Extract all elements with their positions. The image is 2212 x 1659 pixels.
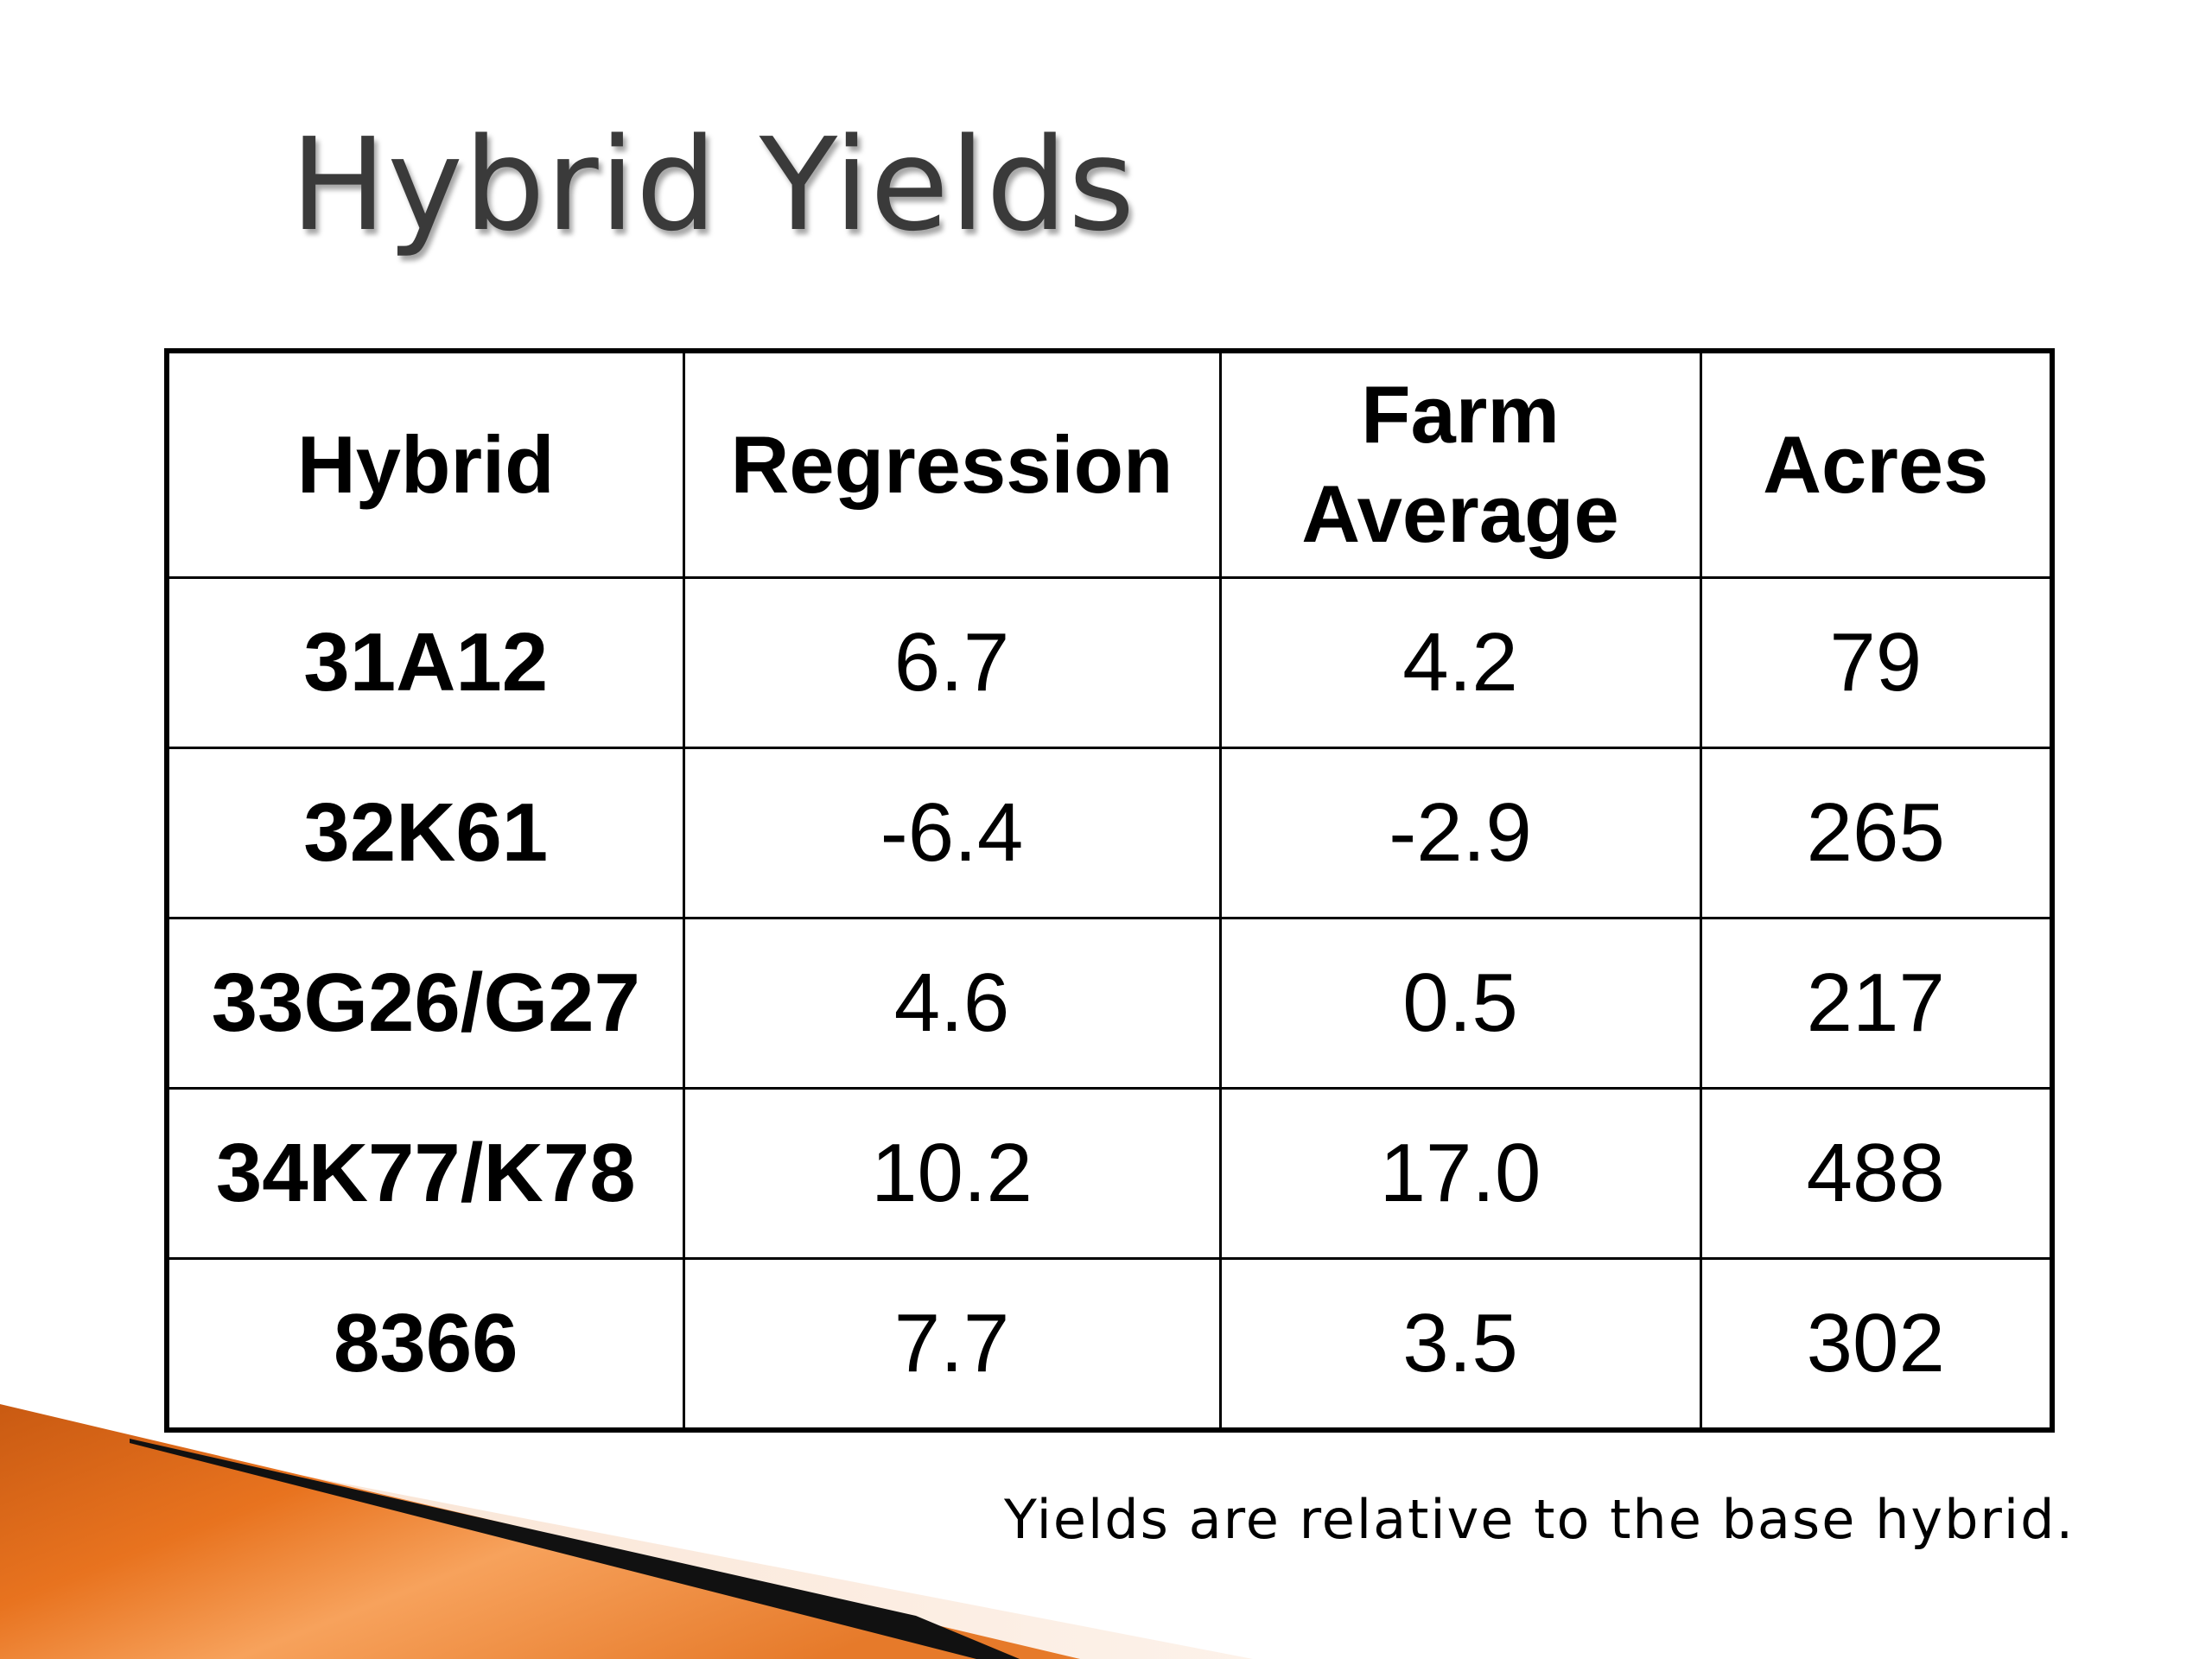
table-row: 32K61 -6.4 -2.9 265 bbox=[165, 747, 2054, 919]
acres-cell: 79 bbox=[1699, 576, 2054, 749]
regression-cell: 10.2 bbox=[682, 1087, 1222, 1260]
hybrid-cell: 8366 bbox=[165, 1257, 685, 1432]
hybrid-yields-table: Hybrid Regression Farm Average Acres 31A1… bbox=[164, 348, 2055, 1433]
regression-cell: 6.7 bbox=[682, 576, 1222, 749]
table-header-row: Hybrid Regression Farm Average Acres bbox=[165, 349, 2054, 579]
regression-cell: 4.6 bbox=[682, 917, 1222, 1090]
acres-cell: 265 bbox=[1699, 747, 2054, 919]
table-row: 33G26/G27 4.6 0.5 217 bbox=[165, 917, 2054, 1090]
table-row: 34K77/K78 10.2 17.0 488 bbox=[165, 1087, 2054, 1260]
farm-average-cell: 3.5 bbox=[1218, 1257, 1702, 1432]
farm-average-cell: 0.5 bbox=[1218, 917, 1702, 1090]
header-hybrid: Hybrid bbox=[165, 349, 685, 579]
header-farm-average-line2: Average bbox=[1301, 468, 1619, 559]
hybrid-cell: 31A12 bbox=[165, 576, 685, 749]
farm-average-cell: 17.0 bbox=[1218, 1087, 1702, 1260]
footnote: Yields are relative to the base hybrid. bbox=[1004, 1488, 2075, 1551]
farm-average-cell: 4.2 bbox=[1218, 576, 1702, 749]
regression-cell: -6.4 bbox=[682, 747, 1222, 919]
hybrid-cell: 32K61 bbox=[165, 747, 685, 919]
orange-wedge bbox=[0, 1404, 1080, 1659]
hybrid-cell: 33G26/G27 bbox=[165, 917, 685, 1090]
farm-average-cell: -2.9 bbox=[1218, 747, 1702, 919]
header-farm-average: Farm Average bbox=[1218, 349, 1702, 579]
hybrid-cell: 34K77/K78 bbox=[165, 1087, 685, 1260]
header-acres: Acres bbox=[1699, 349, 2054, 579]
table-row: 31A12 6.7 4.2 79 bbox=[165, 576, 2054, 749]
header-regression: Regression bbox=[682, 349, 1222, 579]
regression-cell: 7.7 bbox=[682, 1257, 1222, 1432]
acres-cell: 217 bbox=[1699, 917, 2054, 1090]
acres-cell: 302 bbox=[1699, 1257, 2054, 1432]
black-wedge bbox=[130, 1439, 1020, 1659]
table-row: 8366 7.7 3.5 302 bbox=[165, 1257, 2054, 1432]
header-farm-average-line1: Farm bbox=[1361, 369, 1560, 461]
slide-title: Hybrid Yields bbox=[290, 111, 1136, 259]
acres-cell: 488 bbox=[1699, 1087, 2054, 1260]
